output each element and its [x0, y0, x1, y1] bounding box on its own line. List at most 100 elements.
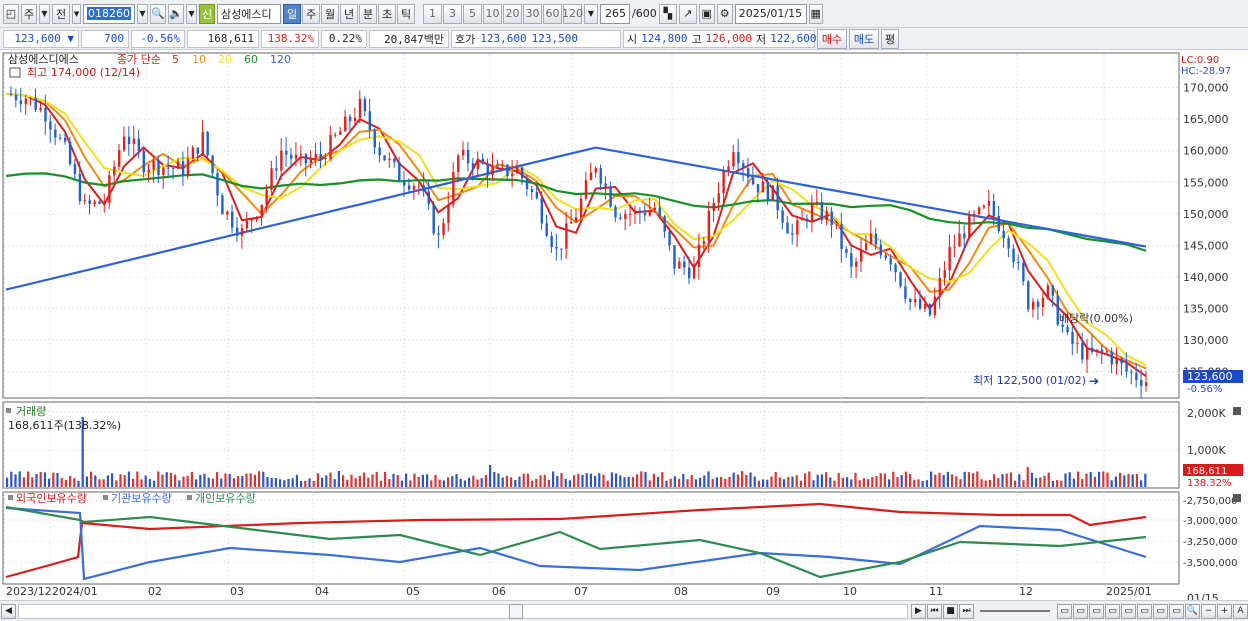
period-prefix-button[interactable]: 주 [21, 3, 37, 24]
tab-period-1[interactable]: 주 [302, 3, 320, 24]
zoom-slider[interactable] [980, 610, 1050, 612]
volume-bar [1110, 480, 1113, 487]
calendar-icon[interactable]: ▦ [808, 3, 823, 24]
tab-period-2[interactable]: 월 [321, 3, 339, 24]
price-chart[interactable]: 170,000 165,000 160,000 155,000 150,000 145,0… [0, 50, 1248, 602]
caret-icon[interactable]: ▼ [72, 3, 81, 24]
volume-bar [623, 477, 626, 487]
zoom-out-icon[interactable]: − [1201, 603, 1216, 619]
minute-unit-1[interactable]: 1 [423, 3, 442, 24]
candle-body [599, 168, 602, 184]
zoom-search-icon[interactable]: 🔍 [1185, 603, 1200, 619]
candle-body [609, 186, 612, 207]
search-icon[interactable]: 🔍 [150, 3, 166, 24]
minute-unit-20[interactable]: 20 [503, 3, 522, 24]
layout-h-icon[interactable]: ▭ [1169, 603, 1184, 619]
minute-unit-5[interactable]: 5 [463, 3, 482, 24]
scroll-left-icon[interactable]: ◀ [1, 603, 16, 619]
tab-period-3[interactable]: 년 [340, 3, 358, 24]
volume-bar [946, 471, 949, 487]
scroll-track[interactable] [18, 603, 908, 619]
volume-bar [564, 478, 567, 487]
candle-body [982, 205, 986, 208]
buy-button[interactable]: 매수 [817, 28, 847, 49]
scroll-right-icon[interactable]: ▶ [911, 603, 926, 619]
date-input[interactable]: 2025/01/15 [734, 3, 807, 24]
candle-body [1120, 358, 1123, 364]
layout-d-icon[interactable]: ▭ [1105, 603, 1120, 619]
volume-bar [115, 480, 118, 487]
speaker-icon[interactable]: 🔈 [168, 3, 184, 24]
bar-count-input[interactable]: 265 [600, 3, 630, 24]
layout-g-icon[interactable]: ▭ [1153, 603, 1168, 619]
candle-body [525, 178, 529, 190]
layout-b-icon[interactable]: ▭ [1073, 603, 1088, 619]
candle-body [73, 164, 77, 174]
minute-unit-3[interactable]: 3 [443, 3, 462, 24]
save-icon[interactable]: ▣ [698, 3, 715, 24]
scroll-bar[interactable]: ◀ ▶ ⏮ ■ ⏭ ▭ ▭ ▭ ▭ ▭ ▭ ▭ ▭ 🔍 − + A [0, 600, 1248, 621]
holder-close-icon[interactable] [1233, 494, 1241, 502]
first-icon[interactable]: ⏮ [927, 603, 942, 619]
layout-c-icon[interactable]: ▭ [1089, 603, 1104, 619]
font-size-icon[interactable]: A [1233, 603, 1248, 619]
volume-bar [480, 478, 483, 487]
volume-bar [98, 479, 101, 487]
draw-tool-icon[interactable]: ↗ [678, 3, 697, 24]
average-button[interactable]: 평 [881, 28, 899, 49]
tab-period-4[interactable]: 분 [359, 3, 377, 24]
candle-body [270, 168, 273, 190]
tab-period-6[interactable]: 틱 [397, 3, 415, 24]
volume-bar [736, 474, 739, 487]
stop-icon[interactable]: ■ [943, 603, 958, 619]
volume-bar [963, 471, 966, 487]
volume-bar [1085, 473, 1088, 487]
code-dropdown-icon[interactable]: ▼ [137, 3, 148, 24]
layout-f-icon[interactable]: ▭ [1137, 603, 1152, 619]
chevron-down-icon[interactable]: ▼ [39, 3, 50, 24]
minute-unit-10[interactable]: 10 [483, 3, 502, 24]
layout-e-icon[interactable]: ▭ [1121, 603, 1136, 619]
credit-badge[interactable]: 신 [199, 3, 215, 24]
candle-body [181, 161, 185, 177]
candle-body [751, 177, 755, 185]
candle-body [1140, 380, 1143, 386]
candle-body [407, 185, 411, 190]
current-price: 123,600 ▼ [3, 29, 79, 48]
volume-bar [673, 476, 676, 487]
candle-body [968, 214, 971, 239]
volume-bar [938, 472, 941, 487]
volume-bar [148, 479, 151, 487]
volume-bar [871, 476, 874, 487]
minute-unit-120[interactable]: 120 [562, 3, 583, 24]
candle-body [737, 152, 740, 164]
scroll-tool-icon[interactable]: ▚ [658, 3, 677, 24]
layout-a-icon[interactable]: ▭ [1057, 603, 1072, 619]
volume-bar [232, 478, 235, 487]
minute-unit-30[interactable]: 30 [523, 3, 542, 24]
volume-bar [127, 471, 130, 487]
candle-body [452, 172, 455, 205]
volume-bar [1144, 473, 1147, 487]
layout-icon[interactable]: ◰ [3, 3, 19, 24]
prev-button[interactable]: 전 [52, 3, 70, 24]
scroll-thumb[interactable] [509, 603, 523, 619]
minute-dropdown-icon[interactable]: ▼ [584, 3, 598, 24]
minute-unit-60[interactable]: 60 [543, 3, 562, 24]
stock-code-input[interactable]: 018260 [83, 3, 135, 24]
sell-button[interactable]: 매도 [849, 28, 879, 49]
gear-icon[interactable]: ⚙ [716, 3, 733, 24]
zoom-in-icon[interactable]: + [1217, 603, 1232, 619]
last-icon[interactable]: ⏭ [959, 603, 974, 619]
volume-bar [1014, 480, 1017, 487]
volume-bar [1135, 473, 1138, 487]
candle-body [702, 241, 706, 245]
candle-body [176, 161, 180, 169]
volume-close-icon[interactable] [1233, 407, 1241, 415]
speaker-dropdown-icon[interactable]: ▼ [186, 3, 197, 24]
volume-bar [77, 480, 80, 487]
tab-period-0[interactable]: 일 [283, 3, 301, 24]
tab-period-5[interactable]: 초 [378, 3, 396, 24]
volume-bar [14, 474, 17, 487]
candle-body [14, 94, 18, 101]
